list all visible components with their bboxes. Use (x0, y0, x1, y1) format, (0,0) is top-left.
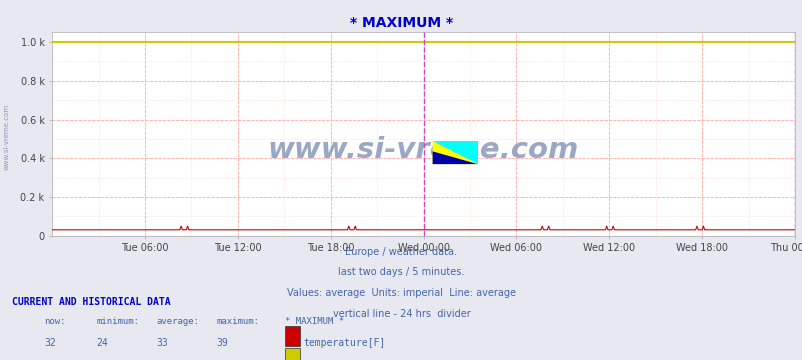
Text: www.si-vreme.com: www.si-vreme.com (3, 104, 9, 170)
Text: * MAXIMUM *: * MAXIMUM * (350, 16, 452, 30)
Text: vertical line - 24 hrs  divider: vertical line - 24 hrs divider (332, 309, 470, 319)
Text: minimum:: minimum: (96, 317, 140, 326)
Text: Europe / weather data.: Europe / weather data. (345, 247, 457, 257)
Text: average:: average: (156, 317, 200, 326)
Text: CURRENT AND HISTORICAL DATA: CURRENT AND HISTORICAL DATA (12, 297, 171, 307)
Text: temperature[F]: temperature[F] (303, 338, 385, 348)
Text: now:: now: (44, 317, 66, 326)
Polygon shape (432, 141, 477, 164)
Text: last two days / 5 minutes.: last two days / 5 minutes. (338, 267, 464, 278)
Polygon shape (432, 141, 477, 164)
Text: 24: 24 (96, 338, 108, 348)
Text: 32: 32 (44, 338, 56, 348)
Text: www.si-vreme.com: www.si-vreme.com (268, 136, 578, 165)
Text: Values: average  Units: imperial  Line: average: Values: average Units: imperial Line: av… (286, 288, 516, 298)
Text: * MAXIMUM *: * MAXIMUM * (285, 317, 344, 326)
Polygon shape (432, 151, 477, 164)
Text: 33: 33 (156, 338, 168, 348)
Text: maximum:: maximum: (217, 317, 260, 326)
Text: 39: 39 (217, 338, 229, 348)
